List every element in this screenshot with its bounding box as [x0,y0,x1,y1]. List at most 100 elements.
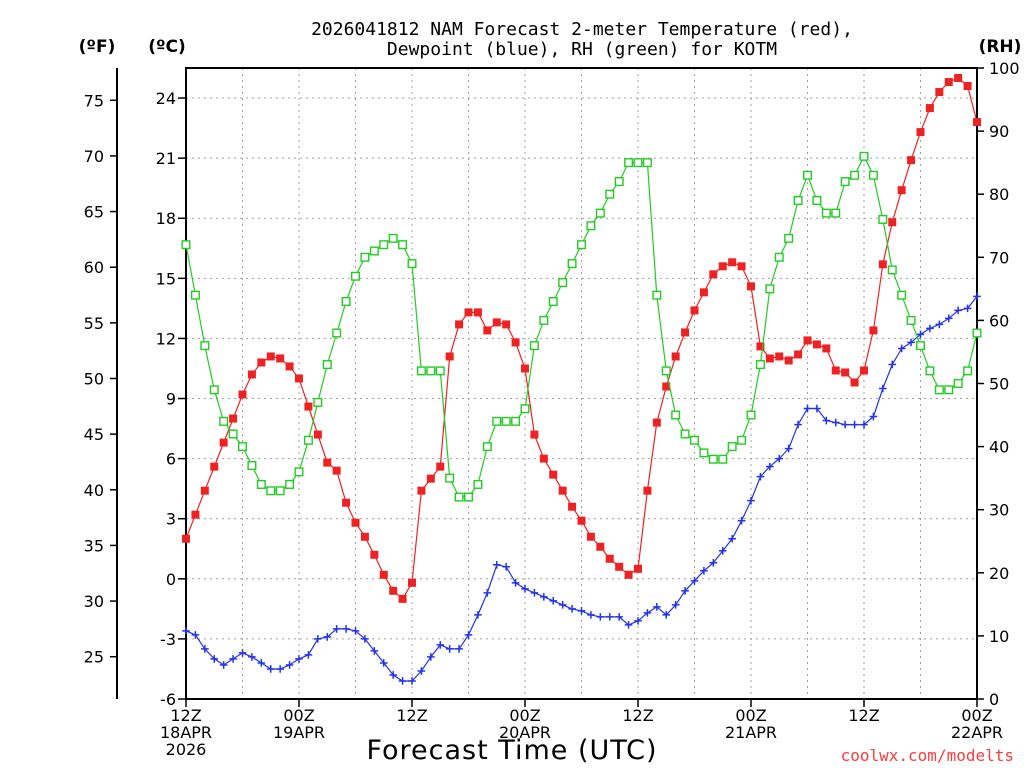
temperature-point [615,562,624,571]
dewpoint-point [314,635,322,643]
celsius-tick-label: 3 [166,510,176,529]
dewpoint-point [775,454,784,463]
chart-title-line-2: Dewpoint (blue), RH (green) for KOTM [387,39,777,60]
rh-point [379,240,389,250]
rh-series [181,151,982,502]
rh-point [322,360,332,370]
temperature-point [389,586,398,595]
celsius-tick-label: 18 [156,209,176,228]
dewpoint-point [690,577,699,585]
dewpoint-point [332,625,341,633]
rh-point [548,296,558,306]
fahrenheit-tick-label: 75 [84,91,104,110]
fahrenheit-tick-label: 70 [84,147,104,166]
temperature-point [596,542,605,551]
rh-point [784,233,794,243]
fahrenheit-tick-label: 55 [84,314,104,333]
temperature-point [417,486,426,495]
temperature-point [690,306,699,315]
dewpoint-point [351,627,360,635]
rh-point [718,454,728,464]
rh-point [652,290,662,300]
dewpoint-point [700,566,708,575]
celsius-tick-label: 21 [156,149,176,168]
rh-point [294,467,304,477]
rh-point [925,366,935,376]
dewpoint-point [813,404,821,413]
fahrenheit-tick-label: 45 [84,425,104,444]
rh-point [755,360,765,370]
fahrenheit-tick-label: 50 [84,369,104,388]
temperature-point [323,458,332,467]
temperature-point [511,338,520,347]
temperature-point [210,462,219,471]
rh-point [859,151,869,161]
rh-point [661,366,671,376]
rh-point [897,290,907,300]
rh-point [737,435,747,445]
dewpoint-point [718,546,727,555]
dewpoint-point [201,645,209,653]
time-tick-label: 12Z [396,706,427,725]
rh-point [435,366,445,376]
rh-point [906,315,916,325]
dewpoint-point [596,613,605,621]
temperature-point [568,502,577,511]
series-layer [181,74,982,685]
temperature-point [963,82,972,91]
rh-point [454,492,464,502]
temperature-point [530,430,539,439]
dewpoint-point [238,649,247,657]
temperature-point [342,498,351,507]
rh-point [426,366,436,376]
celsius-tick-label: 9 [166,390,176,409]
x-axis-label: Forecast Time (UTC) [366,735,657,766]
dewpoint-point [841,420,849,429]
rh-point [633,158,643,168]
celsius-tick-label: 24 [156,89,176,108]
temperature-point [539,454,548,463]
dewpoint-point [276,665,284,673]
temperature-point [266,352,275,361]
rh-axis: 0 10 20 30 40 50 60 70 80 90 100 [977,59,1020,709]
fahrenheit-unit-label: (ºF) [79,37,116,57]
celsius-tick-label: -6 [160,690,176,709]
dewpoint-point [681,587,689,595]
dewpoint-point [831,418,840,427]
rh-point [237,442,247,452]
rh-point [275,486,285,496]
temperature-point [229,414,238,423]
temperature-point [586,532,595,541]
time-tick-label: 21APR [725,723,777,742]
celsius-tick-label: 15 [156,269,176,288]
fahrenheit-tick-label: 30 [84,592,104,611]
dewpoint-point [605,613,614,621]
temperature-point [483,326,492,335]
rh-point [388,233,398,243]
rh-point [482,442,492,452]
dewpoint-point [737,516,746,525]
dewpoint-point [643,609,652,617]
celsius-tick-label: -3 [160,630,176,649]
temperature-point [718,262,727,271]
temperature-point [643,486,652,495]
rh-point [850,170,860,180]
temperature-point [304,402,313,411]
rh-point [765,284,775,294]
dewpoint-point [784,444,793,453]
temperature-point [219,438,228,447]
dewpoint-point [624,621,633,629]
temperature-point [285,362,294,371]
dewpoint-point [266,665,275,673]
rh-point [944,385,954,395]
celsius-unit-label: (ºC) [148,37,186,57]
rh-point [605,189,615,199]
temperature-point [897,186,906,195]
rh-tick-label: 40 [989,438,1009,457]
dewpoint-point [803,404,812,413]
temperature-point [408,578,416,587]
temperature-point [464,308,473,317]
dewpoint-point [427,653,435,661]
rh-point [511,416,521,426]
dewpoint-point [379,659,388,667]
